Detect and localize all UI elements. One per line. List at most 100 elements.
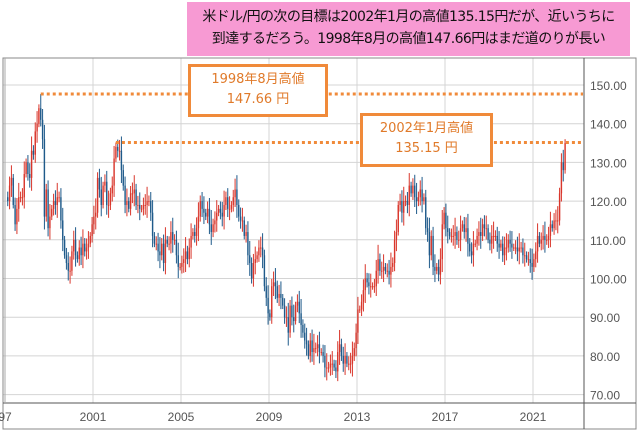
candle-body xyxy=(73,239,75,252)
candle-body xyxy=(425,197,427,229)
candle-body xyxy=(544,235,546,240)
candle-body xyxy=(324,355,326,368)
candle-body xyxy=(362,290,365,302)
candle-body xyxy=(115,146,117,159)
candle-body xyxy=(27,162,29,175)
candle-body xyxy=(527,259,530,261)
candle-body xyxy=(300,313,302,325)
candle-body xyxy=(89,235,91,244)
candle-body xyxy=(375,270,377,287)
x-tick-label: 2013 xyxy=(344,410,371,424)
candle-body xyxy=(236,189,238,205)
candle-body xyxy=(271,286,273,318)
annotation-2002-title: 2002年1月高値 xyxy=(379,121,474,136)
candle-body xyxy=(443,212,445,225)
candle-body xyxy=(481,224,484,236)
candle-body xyxy=(232,197,234,205)
candle-body xyxy=(135,189,137,205)
candle-body xyxy=(144,204,146,206)
candle-body xyxy=(309,340,311,356)
candle-body xyxy=(298,301,300,314)
candle-body xyxy=(241,220,244,222)
y-tick-label: 90.00 xyxy=(590,311,620,325)
candle-body xyxy=(263,255,266,287)
candle-body xyxy=(337,352,339,372)
candle-body xyxy=(188,247,190,260)
candle-body xyxy=(305,340,308,345)
candle-body xyxy=(458,239,460,241)
candle-body xyxy=(168,243,170,245)
candle-body xyxy=(126,201,128,205)
x-tick-label: 2005 xyxy=(168,410,195,424)
candle-body xyxy=(12,177,14,205)
annotation-1998-title: 1998年8月高値 xyxy=(211,72,305,87)
candle-body xyxy=(496,235,498,244)
candle-body xyxy=(533,259,535,267)
candle-body xyxy=(267,297,269,314)
y-tick-label: 150.00 xyxy=(590,79,627,93)
candle-body xyxy=(289,305,291,333)
candle-body xyxy=(536,235,539,252)
candle-body xyxy=(177,255,179,267)
candle-body xyxy=(129,193,132,209)
candle-body xyxy=(518,247,520,252)
candle-body xyxy=(465,228,467,233)
x-tick-label: 97 xyxy=(0,410,12,424)
candle-body xyxy=(104,181,106,186)
candle-body xyxy=(480,232,482,236)
candle-body xyxy=(335,367,337,372)
candle-body xyxy=(40,108,42,120)
candle-body xyxy=(41,119,44,140)
candle-body xyxy=(474,243,476,245)
candle-body xyxy=(551,224,553,229)
candle-body xyxy=(54,201,57,205)
candle-body xyxy=(155,243,157,245)
candle-body xyxy=(562,162,564,171)
candle-body xyxy=(249,255,251,264)
candle-body xyxy=(370,286,372,288)
y-tick-label: 70.00 xyxy=(590,389,620,403)
candle-body xyxy=(45,189,47,217)
candle-body xyxy=(175,239,178,256)
candle-body xyxy=(304,332,306,341)
candle-body xyxy=(434,266,436,271)
candle-body xyxy=(166,239,168,244)
candle-body xyxy=(346,355,348,364)
candle-body xyxy=(415,197,418,202)
candle-body xyxy=(388,270,390,275)
candle-body xyxy=(542,235,544,240)
candle-body xyxy=(205,212,207,217)
x-tick-label: 2017 xyxy=(432,410,459,424)
candle-body xyxy=(428,232,431,256)
candle-body xyxy=(366,278,368,283)
candle-body xyxy=(36,123,38,132)
candle-body xyxy=(469,243,471,252)
candle-body xyxy=(439,259,442,275)
candle-body xyxy=(162,243,165,264)
candle-body xyxy=(208,208,211,225)
candle-body xyxy=(181,263,183,267)
candle-body xyxy=(492,235,495,237)
annotation-1998-high: 1998年8月高値 147.66 円 xyxy=(188,64,328,117)
candle-body xyxy=(329,363,332,368)
candle-body xyxy=(476,235,478,244)
candle-body xyxy=(113,158,115,186)
candle-body xyxy=(404,201,407,203)
headline-line-1: 米ドル/円の次の目標は2002年1月の高値135.15円だが、近いうちに xyxy=(202,9,615,25)
candle-body xyxy=(379,259,381,271)
candle-body xyxy=(487,228,489,240)
candle-body xyxy=(555,220,557,222)
candle-body xyxy=(454,232,456,236)
candle-body xyxy=(124,185,126,205)
candle-body xyxy=(87,243,90,248)
chart-frame xyxy=(2,57,637,430)
candle-body xyxy=(140,208,143,210)
candle-body xyxy=(452,235,454,237)
candle-body xyxy=(546,239,548,241)
candle-body xyxy=(315,348,317,350)
candle-body xyxy=(269,313,271,318)
y-tick-label: 100.00 xyxy=(590,273,627,287)
candle-body xyxy=(381,270,383,272)
candle-body xyxy=(23,174,25,198)
candle-body xyxy=(384,266,387,271)
